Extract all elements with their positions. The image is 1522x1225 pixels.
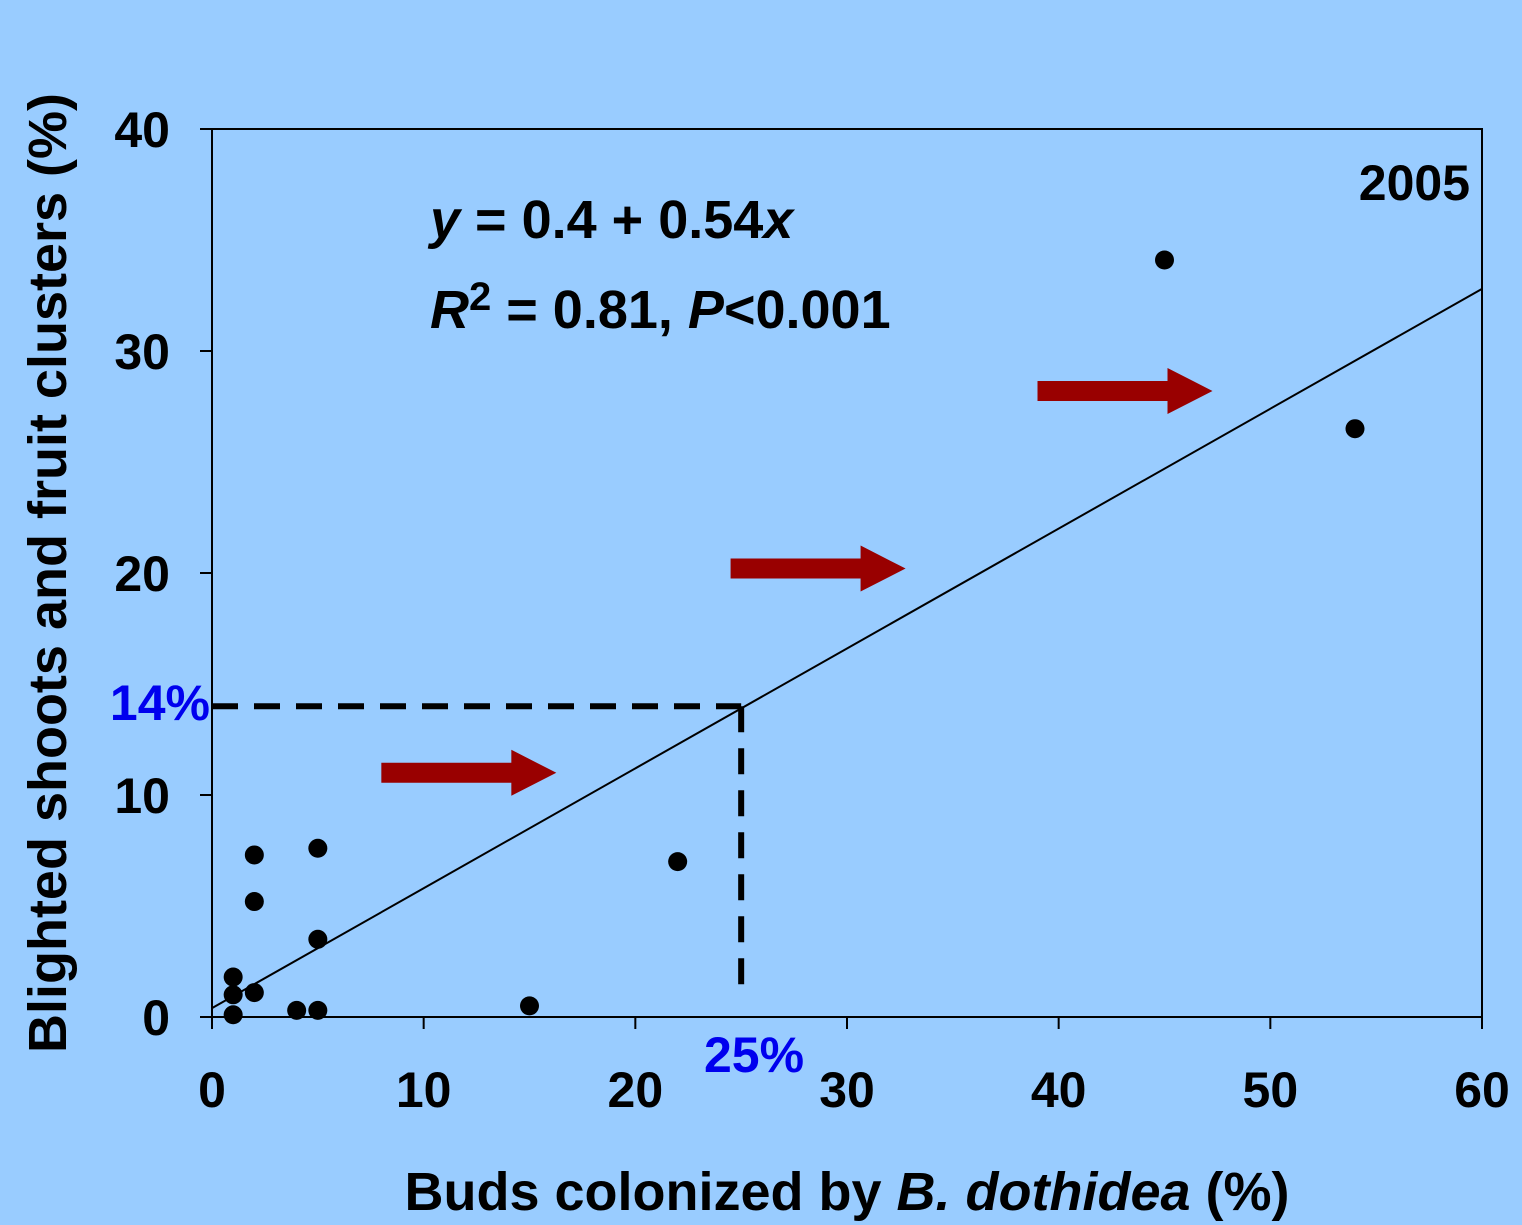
equation-line-2: R2 = 0.81, P<0.001 (430, 275, 891, 340)
y-tick-label: 0 (142, 990, 170, 1046)
marker-layer (212, 703, 745, 999)
data-point (308, 1000, 328, 1020)
y-axis-ticks: 0 10 20 30 40 (114, 102, 212, 1046)
year-label: 2005 (1359, 155, 1470, 211)
x-marker-label: 25% (704, 1027, 804, 1083)
data-point (244, 983, 264, 1003)
equation-r-symbol: R (430, 280, 469, 340)
arrow-layer (381, 367, 1213, 796)
data-point (223, 985, 243, 1005)
equation-p-value: <0.001 (724, 280, 891, 340)
point-layer (223, 250, 1365, 1025)
equation-line-1: y = 0.4 + 0.54x (427, 190, 795, 250)
y-axis-label: Blighted shoots and fruit clusters (%) (18, 93, 78, 1053)
x-tick-label: 40 (1031, 1062, 1087, 1118)
equation-p-symbol: P (688, 280, 725, 340)
data-point (1155, 250, 1174, 270)
x-axis-label: Buds colonized by B. dothidea (%) (404, 1162, 1289, 1222)
y-tick-label: 10 (114, 768, 170, 824)
data-point (244, 892, 264, 912)
x-axis-label-species: B. dothidea (897, 1162, 1191, 1222)
data-point (244, 845, 264, 865)
x-axis-ticks: 0 10 20 30 40 50 60 (198, 1017, 1510, 1118)
x-tick-label: 0 (198, 1062, 226, 1118)
equation-body: = 0.4 + 0.54 (460, 190, 763, 250)
arrow-icon (1037, 367, 1213, 414)
y-tick-label: 40 (114, 102, 170, 158)
x-tick-label: 50 (1243, 1062, 1299, 1118)
data-point (223, 967, 243, 987)
equation-r-value: = 0.81, (491, 280, 688, 340)
x-tick-label: 30 (819, 1062, 875, 1118)
y-tick-label: 30 (114, 324, 170, 380)
data-point (287, 1000, 307, 1020)
regression-line (211, 287, 1483, 1009)
x-axis-label-unit: (%) (1191, 1162, 1290, 1222)
data-point (520, 996, 539, 1016)
x-tick-label: 60 (1454, 1062, 1510, 1118)
x-axis-label-start: Buds colonized by (404, 1162, 896, 1222)
y-marker-label: 14% (110, 675, 210, 731)
x-tick-label: 20 (608, 1062, 664, 1118)
x-tick-label: 10 (396, 1062, 452, 1118)
regression-layer (211, 287, 1483, 1009)
arrow-icon (730, 545, 906, 592)
equation-r-superscript: 2 (469, 275, 491, 319)
data-point (308, 838, 328, 858)
data-point (668, 852, 688, 872)
data-point (308, 929, 328, 949)
arrow-icon (381, 749, 557, 796)
y-tick-label: 20 (114, 546, 170, 602)
data-point (223, 1005, 243, 1025)
equation-x-variable: x (760, 190, 795, 250)
data-point (1345, 419, 1365, 439)
equation-y-variable: y (427, 190, 463, 250)
